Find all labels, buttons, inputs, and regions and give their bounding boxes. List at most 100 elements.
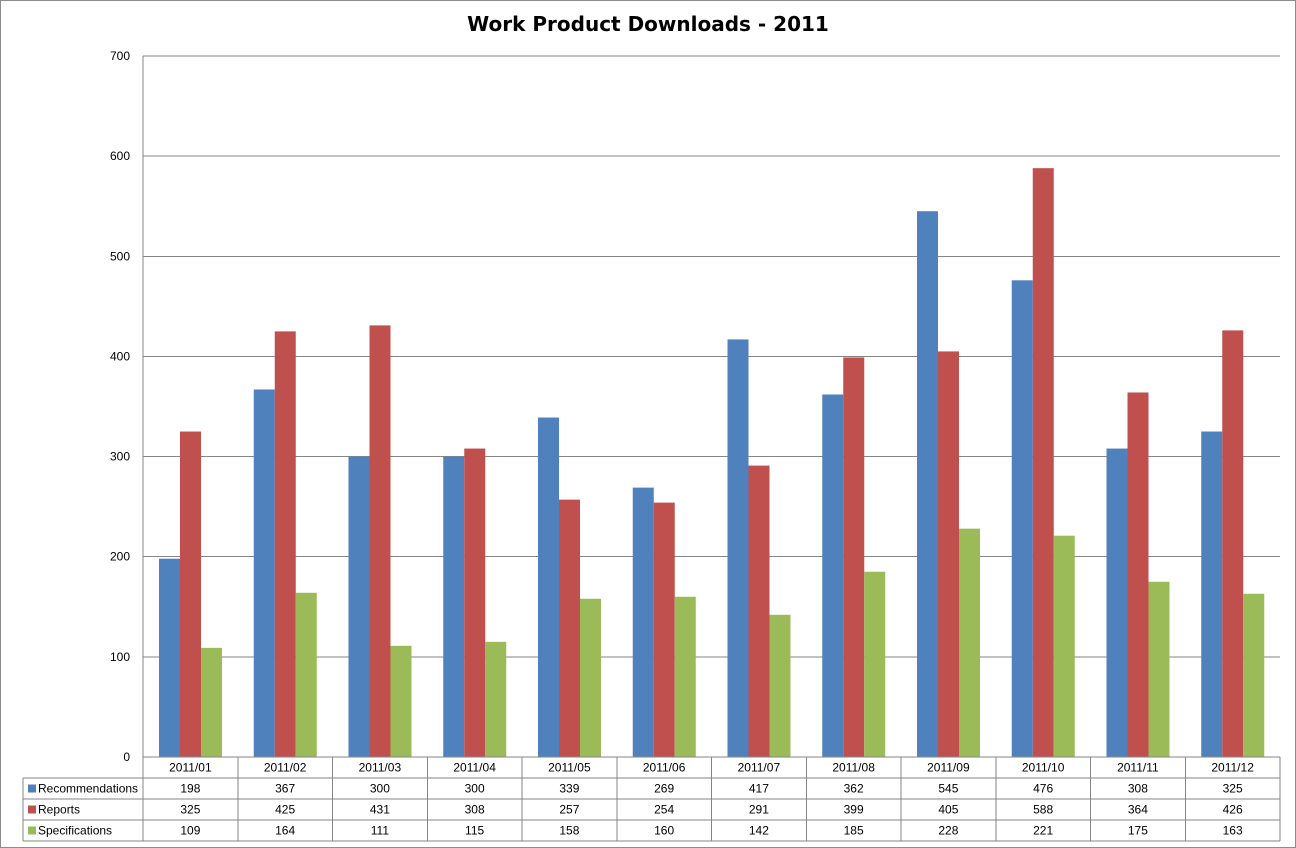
bar-recommendations — [159, 558, 180, 757]
legend-label: Reports — [38, 803, 80, 817]
data-label: 291 — [749, 803, 769, 817]
data-label: 111 — [371, 824, 390, 838]
data-label: 221 — [1033, 824, 1053, 838]
y-tick-label: 700 — [110, 49, 130, 63]
data-label: 476 — [1033, 782, 1053, 796]
data-label: 339 — [559, 782, 579, 796]
bar-specifications — [864, 571, 886, 757]
bar-reports — [938, 351, 959, 757]
data-label: 325 — [1223, 782, 1243, 796]
y-tick-label: 100 — [110, 650, 130, 664]
data-label: 300 — [465, 782, 485, 796]
y-tick-label: 300 — [110, 450, 130, 464]
data-label: 308 — [1128, 782, 1148, 796]
x-tick-label: 2011/12 — [1211, 761, 1254, 775]
bar-reports — [180, 431, 201, 757]
data-label: 269 — [654, 782, 674, 796]
bar-reports — [748, 465, 770, 757]
bar-specifications — [1053, 535, 1075, 757]
data-label: 300 — [370, 782, 390, 796]
y-tick-label: 200 — [110, 550, 130, 564]
bar-recommendations — [348, 456, 370, 757]
y-tick-label: 400 — [110, 349, 130, 363]
data-label: 254 — [654, 803, 674, 817]
bar-recommendations — [917, 211, 938, 757]
bar-recommendations — [443, 456, 465, 757]
data-label: 588 — [1033, 803, 1053, 817]
data-label: 142 — [749, 824, 769, 838]
legend-label: Specifications — [38, 824, 112, 838]
data-label: 308 — [465, 803, 485, 817]
chart-title: Work Product Downloads - 2011 — [467, 12, 829, 36]
x-tick-label: 2011/11 — [1117, 761, 1159, 775]
bar-recommendations — [632, 487, 654, 757]
x-tick-label: 2011/07 — [738, 761, 781, 775]
data-label: 426 — [1223, 803, 1243, 817]
bar-reports — [559, 499, 580, 757]
bar-specifications — [1148, 581, 1170, 757]
data-label: 257 — [559, 803, 579, 817]
x-tick-label: 2011/10 — [1022, 761, 1065, 775]
data-label: 325 — [180, 803, 200, 817]
data-label: 164 — [275, 824, 295, 838]
y-tick-label: 600 — [110, 149, 130, 163]
data-label: 158 — [559, 824, 579, 838]
data-label: 160 — [654, 824, 674, 838]
x-tick-label: 2011/02 — [264, 761, 307, 775]
x-tick-label: 2011/08 — [832, 761, 875, 775]
x-tick-label: 2011/03 — [359, 761, 402, 775]
legend-label: Recommendations — [38, 782, 138, 796]
data-label: 431 — [370, 803, 390, 817]
data-label: 362 — [844, 782, 864, 796]
data-label: 425 — [275, 803, 295, 817]
bar-specifications — [295, 592, 317, 757]
x-tick-label: 2011/05 — [548, 761, 591, 775]
y-tick-label: 0 — [123, 750, 130, 764]
legend-key — [28, 826, 36, 835]
bar-recommendations — [1106, 448, 1128, 757]
bar-recommendations — [1201, 431, 1223, 757]
bar-reports — [1032, 168, 1054, 757]
bar-specifications — [769, 614, 791, 757]
data-label: 417 — [749, 782, 769, 796]
bar-reports — [274, 331, 296, 757]
bar-recommendations — [727, 339, 749, 757]
bar-specifications — [1243, 593, 1265, 757]
data-label: 228 — [938, 824, 958, 838]
data-label: 115 — [465, 824, 484, 838]
bar-specifications — [959, 528, 980, 757]
bar-specifications — [674, 596, 696, 757]
bar-reports — [1127, 392, 1149, 757]
bar-specifications — [580, 598, 601, 757]
bar-reports — [369, 325, 391, 757]
data-label: 198 — [180, 782, 200, 796]
bar-recommendations — [1011, 280, 1033, 757]
bar-recommendations — [538, 417, 559, 757]
x-tick-label: 2011/09 — [927, 761, 970, 775]
bar-reports — [843, 357, 865, 757]
data-label: 109 — [180, 824, 200, 838]
y-tick-label: 500 — [110, 249, 130, 263]
bar-reports — [464, 448, 486, 757]
data-label: 175 — [1128, 824, 1148, 838]
data-label: 364 — [1128, 803, 1148, 817]
x-tick-label: 2011/06 — [643, 761, 686, 775]
x-tick-label: 2011/01 — [169, 761, 212, 775]
data-label: 405 — [938, 803, 958, 817]
legend-key — [28, 784, 36, 793]
bar-specifications — [390, 645, 412, 757]
x-tick-label: 2011/04 — [453, 761, 496, 775]
bar-specifications — [485, 641, 507, 757]
data-label: 185 — [844, 824, 864, 838]
bar-recommendations — [253, 389, 275, 757]
bar-specifications — [201, 647, 222, 757]
data-label: 367 — [275, 782, 295, 796]
bar-reports — [1222, 330, 1244, 757]
data-label: 545 — [938, 782, 958, 796]
legend-key — [28, 805, 36, 814]
bar-reports — [653, 502, 675, 757]
bar-recommendations — [822, 394, 844, 757]
data-label: 163 — [1223, 824, 1243, 838]
data-label: 399 — [844, 803, 864, 817]
